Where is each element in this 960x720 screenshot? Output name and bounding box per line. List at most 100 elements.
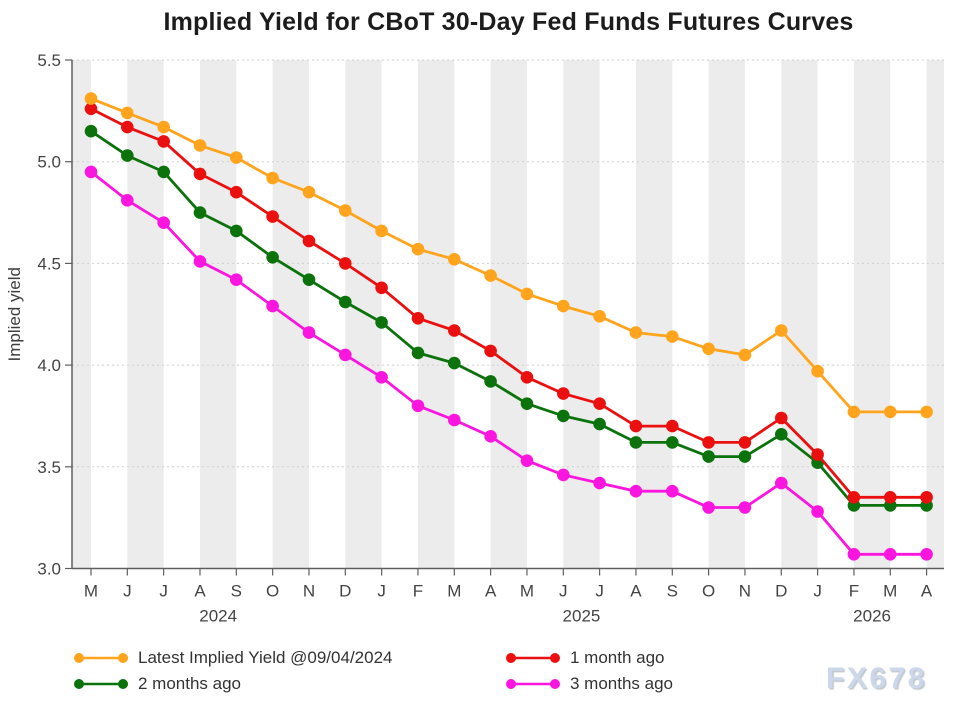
chart-title: Implied Yield for CBoT 30-Day Fed Funds …: [163, 8, 854, 36]
legend-key-latest-icon: [74, 653, 128, 663]
data-point: [375, 281, 388, 295]
data-point: [448, 413, 461, 427]
data-point: [411, 346, 425, 360]
x-tick-label: A: [485, 582, 497, 601]
data-point: [121, 194, 134, 207]
chart-plot: 3.0 3.5 4.0 4.5 5.0 5.5 M J J A S O N D J F M A M J J A S O N D J F…: [5, 51, 944, 626]
x-tick-label: O: [702, 582, 715, 601]
data-point: [666, 330, 679, 343]
legend-label-latest: Latest Implied Yield @09/04/2024: [138, 648, 393, 667]
data-point: [629, 436, 643, 449]
data-point: [411, 312, 425, 325]
data-point: [193, 167, 207, 181]
x-tick-label: M: [520, 582, 534, 601]
data-point: [520, 454, 534, 468]
data-point: [84, 102, 98, 116]
x-tick-label: A: [630, 582, 642, 601]
data-point: [84, 124, 98, 138]
x-tick-label: F: [849, 582, 859, 601]
x-tick-label: M: [447, 582, 461, 601]
x-tick-label: S: [231, 582, 242, 601]
data-point: [738, 501, 752, 514]
data-point: [629, 419, 643, 433]
data-point: [375, 224, 388, 238]
x-tick-label: D: [775, 582, 787, 601]
data-point: [920, 548, 933, 561]
data-point: [593, 417, 606, 431]
x-tick-label: O: [266, 582, 279, 601]
data-point: [738, 450, 752, 463]
data-point: [411, 242, 425, 256]
y-tick-label: 3.0: [37, 560, 61, 579]
data-point: [484, 375, 497, 388]
legend-key-2-months-icon: [74, 679, 128, 689]
legend-item-1-month-ago: 1 month ago: [504, 646, 904, 670]
data-point: [666, 436, 679, 449]
x-tick-label: A: [921, 582, 933, 601]
legend-key-1-month-icon: [506, 653, 560, 663]
data-point: [775, 324, 788, 337]
data-point: [557, 299, 570, 313]
month-band: [490, 60, 527, 569]
data-point: [847, 548, 861, 561]
data-point: [775, 428, 788, 441]
data-point: [484, 269, 497, 282]
data-point: [375, 316, 388, 329]
data-point: [593, 310, 606, 323]
month-band: [199, 60, 237, 569]
x-tick-label: D: [339, 582, 351, 601]
x-tick-label: J: [159, 582, 168, 601]
month-band: [635, 60, 673, 569]
data-point: [484, 344, 497, 358]
data-point: [230, 224, 243, 238]
year-label: 2024: [199, 607, 237, 626]
data-point: [448, 252, 461, 266]
data-point: [666, 484, 679, 498]
y-tick-label: 4.5: [37, 254, 61, 273]
data-point: [157, 216, 170, 229]
data-point: [121, 106, 134, 120]
x-tick-label: A: [194, 582, 206, 601]
series-line-latest-implied-yield-09-04-2024: [89, 97, 928, 414]
data-point: [811, 448, 824, 461]
data-point: [266, 250, 279, 264]
data-point: [593, 397, 606, 411]
data-point: [520, 287, 534, 301]
series-line-3-months-ago: [89, 170, 928, 556]
y-axis-title: Implied yield: [5, 267, 24, 362]
series-line-1-month-ago: [89, 107, 928, 499]
data-point: [448, 356, 461, 370]
data-point: [847, 405, 861, 419]
month-band: [781, 60, 818, 569]
data-point: [702, 450, 715, 463]
month-band: [272, 60, 309, 569]
month-band: [926, 60, 944, 569]
month-band: [417, 60, 455, 569]
data-point: [738, 348, 752, 362]
data-point: [884, 491, 897, 504]
y-tick-label: 5.5: [37, 51, 61, 70]
data-point: [775, 476, 788, 490]
data-point: [157, 120, 170, 134]
data-point: [339, 348, 352, 362]
data-point: [266, 210, 279, 223]
x-tick-label: N: [739, 582, 751, 601]
data-point: [702, 501, 715, 514]
legend-item-latest: Latest Implied Yield @09/04/2024: [72, 646, 504, 670]
data-point: [411, 399, 425, 413]
data-point: [920, 491, 933, 504]
x-tick-label: M: [84, 582, 98, 601]
data-point: [193, 255, 207, 268]
data-point: [230, 273, 243, 287]
data-point: [302, 185, 316, 199]
series-line-2-months-ago: [89, 129, 928, 507]
y-tick-label: 3.5: [37, 458, 61, 477]
watermark-fx678: FX678: [826, 662, 927, 695]
data-point: [302, 326, 316, 339]
data-point: [593, 476, 606, 490]
legend-item-3-months-ago: 3 months ago: [504, 672, 904, 696]
data-point: [157, 165, 170, 179]
data-point: [193, 206, 207, 219]
data-point: [811, 505, 824, 518]
data-point: [484, 430, 497, 443]
